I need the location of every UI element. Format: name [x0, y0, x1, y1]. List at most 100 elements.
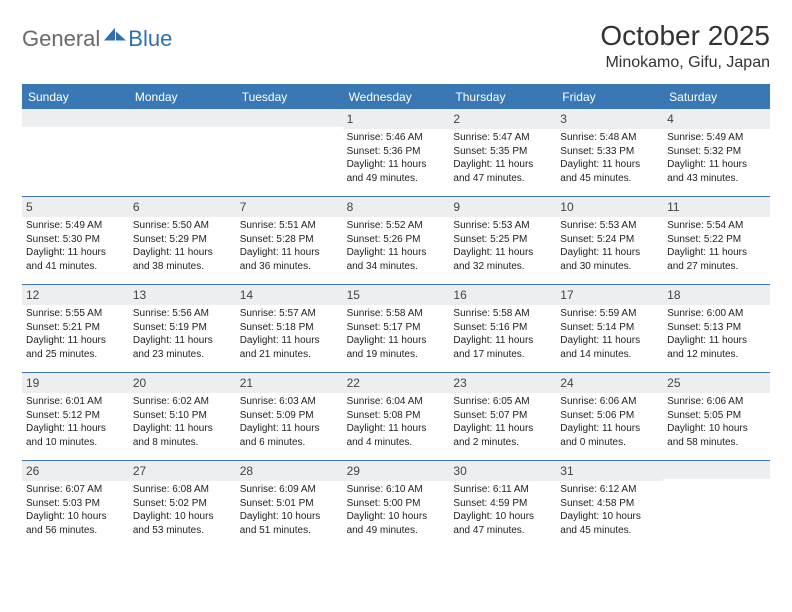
date-number: 22 — [343, 373, 450, 393]
cell-body: Sunrise: 5:54 AMSunset: 5:22 PMDaylight:… — [663, 217, 770, 277]
calendar-cell: 9Sunrise: 5:53 AMSunset: 5:25 PMDaylight… — [449, 196, 556, 284]
cell-line: Sunrise: 5:59 AM — [560, 307, 659, 321]
brand-part1: General — [22, 26, 100, 52]
cell-line: Sunset: 5:03 PM — [26, 497, 125, 511]
cell-line: Daylight: 11 hours and 38 minutes. — [133, 246, 232, 273]
date-number: 12 — [22, 285, 129, 305]
cell-body: Sunrise: 5:52 AMSunset: 5:26 PMDaylight:… — [343, 217, 450, 277]
date-number: 9 — [449, 197, 556, 217]
cell-line: Daylight: 11 hours and 41 minutes. — [26, 246, 125, 273]
cell-line: Sunset: 5:02 PM — [133, 497, 232, 511]
calendar-cell: 20Sunrise: 6:02 AMSunset: 5:10 PMDayligh… — [129, 372, 236, 460]
calendar-grid: SundayMondayTuesdayWednesdayThursdayFrid… — [22, 84, 770, 548]
cell-line: Sunrise: 5:56 AM — [133, 307, 232, 321]
cell-line: Sunset: 5:18 PM — [240, 321, 339, 335]
cell-line: Sunset: 5:28 PM — [240, 233, 339, 247]
cell-body: Sunrise: 5:51 AMSunset: 5:28 PMDaylight:… — [236, 217, 343, 277]
cell-line: Daylight: 11 hours and 0 minutes. — [560, 422, 659, 449]
cell-body: Sunrise: 5:47 AMSunset: 5:35 PMDaylight:… — [449, 129, 556, 189]
date-number: 26 — [22, 461, 129, 481]
weekday-header: Thursday — [449, 86, 556, 108]
calendar-cell: 21Sunrise: 6:03 AMSunset: 5:09 PMDayligh… — [236, 372, 343, 460]
cell-line: Sunrise: 5:54 AM — [667, 219, 766, 233]
cell-body: Sunrise: 5:46 AMSunset: 5:36 PMDaylight:… — [343, 129, 450, 189]
cell-line: Sunrise: 6:10 AM — [347, 483, 446, 497]
date-number: 15 — [343, 285, 450, 305]
cell-body: Sunrise: 6:00 AMSunset: 5:13 PMDaylight:… — [663, 305, 770, 365]
cell-body: Sunrise: 6:07 AMSunset: 5:03 PMDaylight:… — [22, 481, 129, 541]
cell-line: Sunset: 5:06 PM — [560, 409, 659, 423]
cell-body: Sunrise: 5:49 AMSunset: 5:30 PMDaylight:… — [22, 217, 129, 277]
date-number — [236, 109, 343, 127]
cell-line: Sunrise: 6:09 AM — [240, 483, 339, 497]
date-number: 19 — [22, 373, 129, 393]
cell-line: Daylight: 11 hours and 36 minutes. — [240, 246, 339, 273]
cell-line: Sunrise: 5:53 AM — [453, 219, 552, 233]
cell-line: Sunrise: 6:01 AM — [26, 395, 125, 409]
date-number: 23 — [449, 373, 556, 393]
cell-line: Sunrise: 6:04 AM — [347, 395, 446, 409]
cell-line: Daylight: 10 hours and 53 minutes. — [133, 510, 232, 537]
brand-logo: General Blue — [22, 20, 172, 52]
cell-line: Sunset: 5:30 PM — [26, 233, 125, 247]
cell-body: Sunrise: 6:04 AMSunset: 5:08 PMDaylight:… — [343, 393, 450, 453]
date-number: 3 — [556, 109, 663, 129]
month-title: October 2025 — [600, 20, 770, 52]
cell-line: Daylight: 10 hours and 56 minutes. — [26, 510, 125, 537]
calendar-cell: 2Sunrise: 5:47 AMSunset: 5:35 PMDaylight… — [449, 108, 556, 196]
cell-line: Daylight: 10 hours and 47 minutes. — [453, 510, 552, 537]
cell-line: Sunset: 5:01 PM — [240, 497, 339, 511]
date-number: 21 — [236, 373, 343, 393]
calendar-cell: 11Sunrise: 5:54 AMSunset: 5:22 PMDayligh… — [663, 196, 770, 284]
cell-line: Daylight: 11 hours and 21 minutes. — [240, 334, 339, 361]
calendar-cell: 18Sunrise: 6:00 AMSunset: 5:13 PMDayligh… — [663, 284, 770, 372]
date-number: 27 — [129, 461, 236, 481]
cell-line: Sunset: 5:12 PM — [26, 409, 125, 423]
cell-line: Sunrise: 6:02 AM — [133, 395, 232, 409]
cell-body: Sunrise: 5:58 AMSunset: 5:16 PMDaylight:… — [449, 305, 556, 365]
cell-body: Sunrise: 5:56 AMSunset: 5:19 PMDaylight:… — [129, 305, 236, 365]
cell-line: Sunrise: 5:58 AM — [453, 307, 552, 321]
cell-body: Sunrise: 5:53 AMSunset: 5:24 PMDaylight:… — [556, 217, 663, 277]
date-number — [129, 109, 236, 127]
cell-line: Sunrise: 5:50 AM — [133, 219, 232, 233]
cell-body: Sunrise: 5:48 AMSunset: 5:33 PMDaylight:… — [556, 129, 663, 189]
cell-line: Daylight: 11 hours and 6 minutes. — [240, 422, 339, 449]
calendar-cell: 31Sunrise: 6:12 AMSunset: 4:58 PMDayligh… — [556, 460, 663, 548]
cell-line: Sunset: 5:33 PM — [560, 145, 659, 159]
date-number: 2 — [449, 109, 556, 129]
calendar-cell: 30Sunrise: 6:11 AMSunset: 4:59 PMDayligh… — [449, 460, 556, 548]
cell-line: Sunrise: 6:06 AM — [560, 395, 659, 409]
brand-part2: Blue — [128, 26, 172, 52]
calendar-cell — [663, 460, 770, 548]
weekday-header: Monday — [129, 86, 236, 108]
cell-body: Sunrise: 6:01 AMSunset: 5:12 PMDaylight:… — [22, 393, 129, 453]
calendar-cell: 15Sunrise: 5:58 AMSunset: 5:17 PMDayligh… — [343, 284, 450, 372]
date-number: 14 — [236, 285, 343, 305]
cell-line: Daylight: 11 hours and 17 minutes. — [453, 334, 552, 361]
calendar-cell: 8Sunrise: 5:52 AMSunset: 5:26 PMDaylight… — [343, 196, 450, 284]
cell-line: Sunset: 5:32 PM — [667, 145, 766, 159]
calendar-cell: 7Sunrise: 5:51 AMSunset: 5:28 PMDaylight… — [236, 196, 343, 284]
date-number: 8 — [343, 197, 450, 217]
title-block: October 2025 Minokamo, Gifu, Japan — [600, 20, 770, 72]
location: Minokamo, Gifu, Japan — [600, 54, 770, 72]
date-number: 31 — [556, 461, 663, 481]
calendar-cell: 3Sunrise: 5:48 AMSunset: 5:33 PMDaylight… — [556, 108, 663, 196]
cell-line: Daylight: 11 hours and 12 minutes. — [667, 334, 766, 361]
cell-line: Daylight: 10 hours and 58 minutes. — [667, 422, 766, 449]
date-number: 7 — [236, 197, 343, 217]
calendar-cell: 13Sunrise: 5:56 AMSunset: 5:19 PMDayligh… — [129, 284, 236, 372]
cell-body — [22, 127, 129, 133]
cell-line: Sunset: 5:00 PM — [347, 497, 446, 511]
cell-line: Sunrise: 6:03 AM — [240, 395, 339, 409]
cell-line: Sunset: 5:05 PM — [667, 409, 766, 423]
cell-line: Sunset: 5:26 PM — [347, 233, 446, 247]
cell-body: Sunrise: 5:53 AMSunset: 5:25 PMDaylight:… — [449, 217, 556, 277]
calendar-cell: 22Sunrise: 6:04 AMSunset: 5:08 PMDayligh… — [343, 372, 450, 460]
cell-line: Daylight: 10 hours and 51 minutes. — [240, 510, 339, 537]
cell-line: Sunset: 5:14 PM — [560, 321, 659, 335]
calendar-cell: 10Sunrise: 5:53 AMSunset: 5:24 PMDayligh… — [556, 196, 663, 284]
cell-line: Sunrise: 6:07 AM — [26, 483, 125, 497]
brand-sail-icon — [104, 27, 126, 43]
